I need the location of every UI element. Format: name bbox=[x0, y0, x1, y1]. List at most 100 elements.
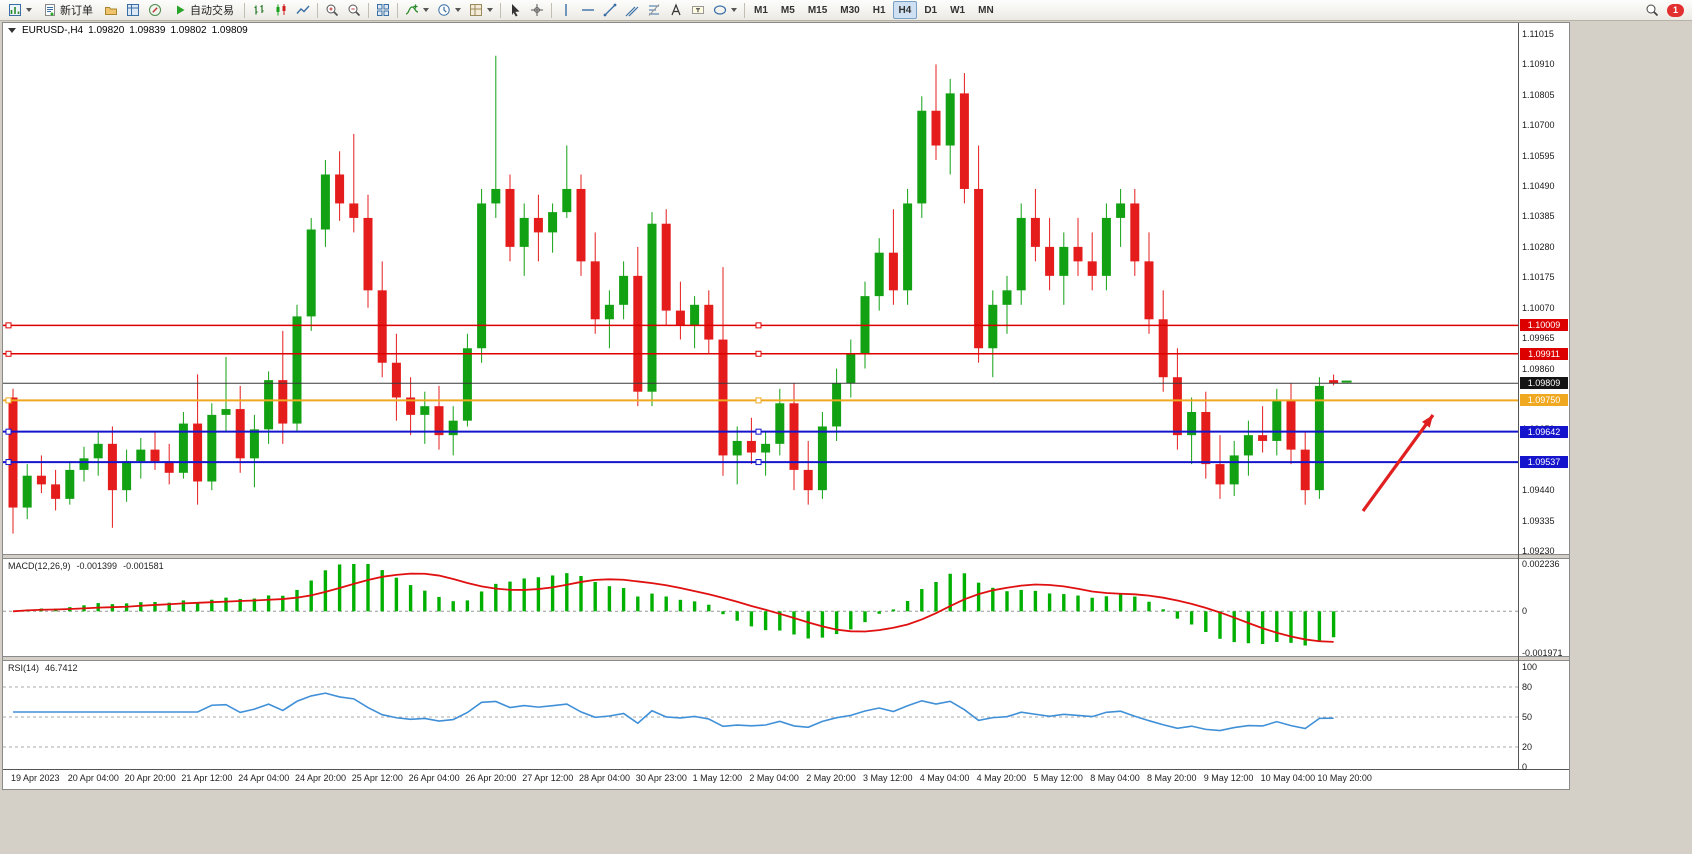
legend-low: 1.09802 bbox=[170, 25, 207, 36]
candle-body bbox=[235, 409, 245, 459]
candle-body bbox=[888, 252, 898, 291]
candle-body bbox=[803, 469, 813, 491]
candle-body bbox=[675, 310, 685, 326]
new-chart-button[interactable] bbox=[4, 1, 36, 19]
navigator-button[interactable] bbox=[144, 1, 166, 19]
bar-chart-button[interactable] bbox=[248, 1, 270, 19]
candlestick-chart-button[interactable] bbox=[270, 1, 292, 19]
line-chart-button[interactable] bbox=[292, 1, 314, 19]
trendline-button[interactable] bbox=[599, 1, 621, 19]
notifications-button[interactable]: 1 bbox=[1663, 1, 1688, 19]
panel-separator[interactable] bbox=[3, 554, 1569, 559]
dropdown-caret-icon bbox=[731, 8, 737, 12]
trend-arrow-annotation[interactable] bbox=[1361, 414, 1435, 512]
candle-body bbox=[65, 469, 75, 499]
candle-body bbox=[690, 304, 700, 326]
vertical-line-button[interactable] bbox=[555, 1, 577, 19]
time-axis-label: 9 May 12:00 bbox=[1203, 773, 1254, 783]
cursor-arrow-icon bbox=[512, 4, 520, 17]
chart-canvas[interactable] bbox=[3, 23, 1569, 789]
chart-window[interactable]: EURUSD-,H4 1.09820 1.09839 1.09802 1.098… bbox=[2, 22, 1570, 790]
fibonacci-icon bbox=[648, 4, 660, 16]
search-button[interactable] bbox=[1641, 1, 1663, 19]
time-axis-label: 8 May 20:00 bbox=[1147, 773, 1197, 783]
candle-body bbox=[1243, 435, 1253, 456]
notification-badge: 1 bbox=[1667, 3, 1684, 17]
timeframe-h1-button[interactable]: H1 bbox=[872, 4, 886, 16]
line-handle[interactable] bbox=[755, 397, 762, 404]
rsi-axis-label: 80 bbox=[1522, 682, 1533, 692]
candle-body bbox=[36, 475, 46, 485]
line-handle[interactable] bbox=[755, 322, 762, 329]
text-button[interactable] bbox=[665, 1, 687, 19]
line-handle[interactable] bbox=[5, 428, 12, 435]
shapes-ellipse-icon bbox=[713, 5, 727, 15]
indicators-button[interactable] bbox=[401, 1, 433, 19]
market-watch-button[interactable] bbox=[122, 1, 144, 19]
candle-body bbox=[519, 217, 529, 247]
candle-body bbox=[207, 414, 217, 482]
candle-body bbox=[1314, 385, 1324, 491]
timeframe-m1-button[interactable]: M1 bbox=[754, 4, 768, 16]
macd-signal-line bbox=[12, 572, 1334, 643]
tile-windows-button[interactable] bbox=[372, 1, 394, 19]
candle-body bbox=[1158, 319, 1168, 378]
zoom-in-button[interactable] bbox=[321, 1, 343, 19]
candle-body bbox=[775, 403, 785, 444]
zoom-out-button[interactable] bbox=[343, 1, 365, 19]
candle-body bbox=[1329, 380, 1339, 384]
cursor-button[interactable] bbox=[504, 1, 526, 19]
candle-body bbox=[817, 426, 827, 491]
timeframe-d1-button[interactable]: D1 bbox=[924, 4, 938, 16]
periods-button[interactable] bbox=[433, 1, 465, 19]
channel-icon bbox=[625, 6, 639, 17]
panel-separator[interactable] bbox=[3, 656, 1569, 661]
line-handle[interactable] bbox=[5, 397, 12, 404]
channel-button[interactable] bbox=[621, 1, 643, 19]
bar-chart-icon bbox=[254, 5, 264, 15]
rsi-axis-label: 100 bbox=[1522, 662, 1538, 672]
line-handle[interactable] bbox=[5, 322, 12, 329]
timeframe-h4-button[interactable]: H4 bbox=[892, 1, 918, 19]
line-handle[interactable] bbox=[5, 350, 12, 357]
line-handle[interactable] bbox=[755, 350, 762, 357]
price-axis-label: 1.10280 bbox=[1522, 241, 1555, 252]
text-label-button[interactable] bbox=[687, 1, 709, 19]
time-axis-label: 2 May 04:00 bbox=[749, 773, 799, 783]
timeframe-mn-button[interactable]: MN bbox=[978, 4, 994, 16]
auto-trading-button[interactable]: 自动交易 bbox=[166, 1, 241, 19]
timeframe-m5-button[interactable]: M5 bbox=[780, 4, 795, 16]
candle-body bbox=[533, 217, 543, 233]
market-watch-icon bbox=[127, 4, 139, 16]
price-axis-label: 1.11015 bbox=[1522, 29, 1554, 39]
new-order-button[interactable]: 新订单 bbox=[36, 1, 100, 19]
macd-signal-value: -0.001581 bbox=[123, 561, 164, 571]
line-handle[interactable] bbox=[755, 428, 762, 435]
price-axis-label: 1.10385 bbox=[1522, 211, 1555, 222]
crosshair-button[interactable] bbox=[526, 1, 548, 19]
text-tool-icon bbox=[671, 3, 681, 16]
shapes-button[interactable] bbox=[709, 1, 741, 19]
line-handle[interactable] bbox=[755, 459, 762, 466]
time-axis-label: 20 Apr 04:00 bbox=[67, 773, 119, 783]
macd-title: MACD(12,26,9) bbox=[8, 561, 71, 571]
line-handle[interactable] bbox=[5, 459, 12, 466]
profiles-button[interactable] bbox=[100, 1, 122, 19]
toolbar-separator bbox=[397, 2, 398, 18]
price-tag: 1.09911 bbox=[1520, 347, 1568, 360]
auto-trading-label: 自动交易 bbox=[190, 5, 234, 17]
trend-arrow-head bbox=[1421, 415, 1433, 428]
fibonacci-button[interactable] bbox=[643, 1, 665, 19]
candle-body bbox=[1187, 411, 1197, 436]
candle-body bbox=[349, 203, 359, 218]
templates-button[interactable] bbox=[465, 1, 497, 19]
timeframe-w1-button[interactable]: W1 bbox=[950, 4, 966, 16]
candle-body bbox=[874, 252, 884, 297]
timeframe-m15-button[interactable]: M15 bbox=[807, 4, 828, 16]
macd-axis-label: -0.001971 bbox=[1522, 648, 1563, 658]
horizontal-line-button[interactable] bbox=[577, 1, 599, 19]
symbol-dropdown-icon[interactable] bbox=[8, 28, 16, 33]
legend-symbol: EURUSD-,H4 bbox=[22, 25, 84, 36]
toolbar-separator bbox=[317, 2, 318, 18]
timeframe-m30-button[interactable]: M30 bbox=[840, 4, 860, 16]
